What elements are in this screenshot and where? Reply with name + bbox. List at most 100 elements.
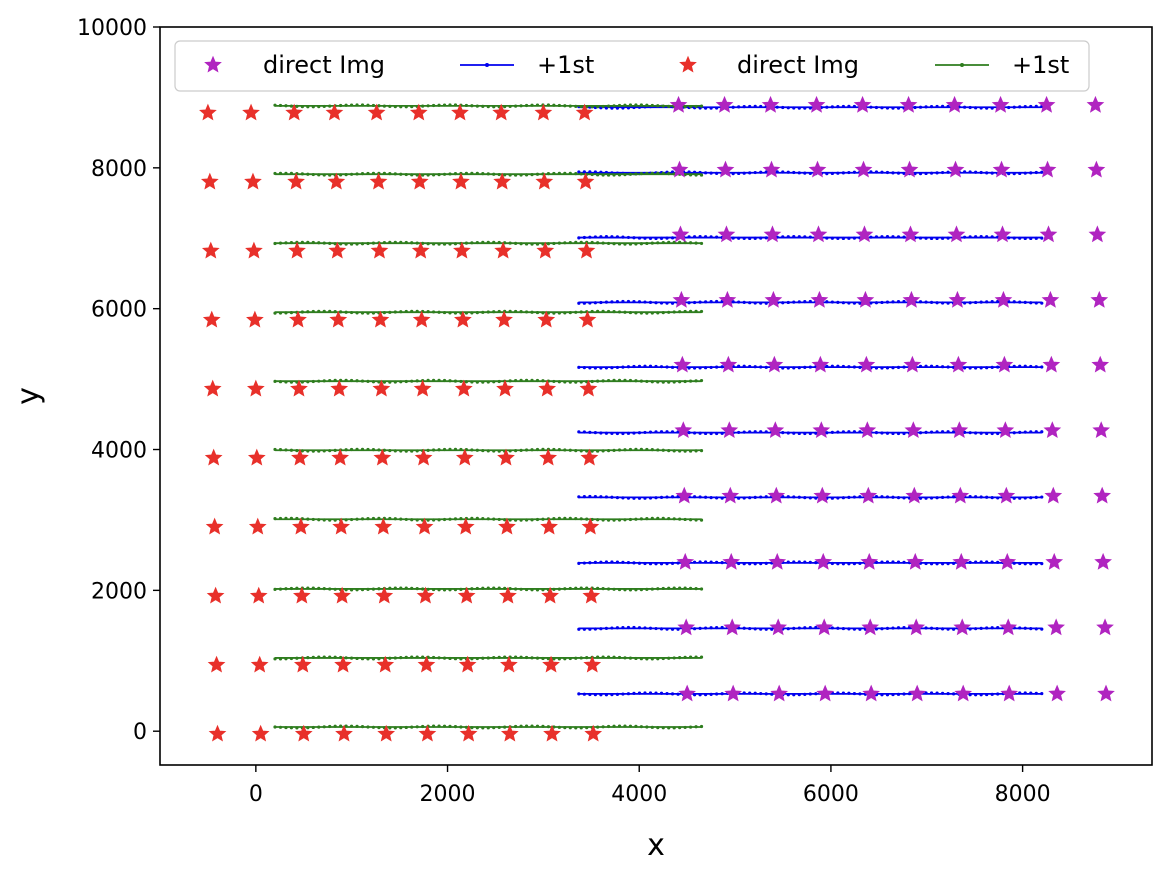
- first-order-point: [753, 236, 757, 240]
- first-order-point: [273, 657, 277, 661]
- direct-img-star-red: [332, 517, 351, 535]
- first-order-point: [830, 364, 834, 368]
- first-order-point: [759, 562, 763, 566]
- first-order-point: [317, 518, 321, 522]
- first-order-point: [514, 724, 518, 729]
- first-order-point: [626, 625, 631, 630]
- direct-img-star-purple: [816, 684, 835, 702]
- first-order-point: [421, 724, 425, 729]
- first-order-point: [508, 449, 512, 453]
- first-order-point: [759, 104, 763, 109]
- first-order-point: [869, 235, 873, 239]
- first-order-point: [759, 627, 763, 631]
- first-order-point: [687, 431, 691, 435]
- first-order-point: [557, 587, 561, 591]
- first-order-point: [847, 627, 851, 631]
- first-order-point: [621, 106, 625, 110]
- first-order-point: [985, 626, 989, 630]
- first-order-point: [880, 627, 884, 631]
- first-order-point: [661, 448, 665, 452]
- first-order-point: [759, 301, 763, 305]
- first-order-point: [797, 171, 801, 175]
- first-order-point: [421, 587, 425, 591]
- first-order-point: [643, 561, 647, 566]
- first-order-point: [803, 692, 807, 696]
- first-order-point: [371, 448, 376, 452]
- first-order-point: [349, 447, 354, 452]
- first-order-trace-green-7: [273, 240, 704, 246]
- first-order-point: [781, 431, 785, 435]
- first-order-trace-blue-1: [577, 625, 1044, 631]
- first-order-point: [694, 104, 698, 109]
- first-order-point: [748, 301, 752, 305]
- first-order-point: [273, 171, 277, 176]
- first-order-point: [519, 242, 523, 246]
- first-order-point: [634, 311, 638, 315]
- first-order-point: [289, 104, 294, 108]
- first-order-point: [388, 240, 392, 244]
- first-order-point: [1023, 364, 1027, 368]
- first-order-point: [808, 692, 812, 696]
- first-order-point: [656, 587, 660, 591]
- first-order-point: [464, 448, 468, 452]
- legend-star-marker: [204, 55, 222, 73]
- first-order-point: [508, 309, 512, 313]
- first-order-point: [753, 495, 757, 499]
- first-order-point: [869, 301, 873, 305]
- first-order-point: [552, 587, 556, 592]
- first-order-point: [670, 301, 675, 305]
- first-order-point: [918, 431, 923, 435]
- first-order-point: [601, 587, 605, 591]
- first-order-point: [670, 430, 675, 434]
- direct-img-star-red: [451, 103, 469, 121]
- first-order-point: [574, 240, 578, 244]
- first-order-point: [278, 516, 283, 521]
- first-order-point: [617, 173, 622, 177]
- direct-img-star-red: [335, 724, 353, 742]
- first-order-point: [541, 517, 545, 521]
- first-order-point: [924, 300, 928, 304]
- first-order-point: [874, 170, 879, 174]
- first-order-point: [885, 170, 890, 175]
- first-order-point: [880, 693, 884, 697]
- first-order-point: [891, 366, 895, 370]
- first-order-point: [300, 449, 304, 453]
- first-order-point: [610, 626, 614, 630]
- direct-img-star-red: [208, 724, 227, 742]
- first-order-point: [606, 309, 611, 314]
- first-order-point: [404, 309, 408, 314]
- first-order-point: [1012, 496, 1016, 500]
- first-order-point: [355, 588, 359, 592]
- first-order-trace-blue-3: [577, 494, 1044, 500]
- first-order-point: [808, 235, 812, 239]
- first-order-point: [830, 430, 834, 435]
- first-order-point: [371, 516, 376, 521]
- direct-img-star-purple: [950, 421, 969, 439]
- first-order-point: [1040, 691, 1044, 696]
- first-order-point: [996, 692, 1000, 696]
- first-order-point: [289, 311, 294, 315]
- first-order-point: [698, 366, 702, 370]
- first-order-point: [803, 626, 807, 630]
- first-order-point: [670, 561, 675, 565]
- direct-img-star-purple: [991, 95, 1010, 113]
- direct-img-star-red: [244, 172, 262, 190]
- first-order-point: [530, 103, 534, 107]
- first-order-trace-green-4: [273, 447, 704, 453]
- first-order-point: [924, 364, 928, 368]
- first-order-point: [628, 103, 633, 107]
- first-order-point: [626, 365, 631, 369]
- first-order-point: [659, 301, 664, 305]
- first-order-point: [344, 724, 348, 728]
- first-order-point: [683, 725, 687, 730]
- first-order-point: [360, 172, 365, 176]
- first-order-point: [519, 310, 523, 314]
- first-order-point: [737, 430, 741, 435]
- first-order-point: [645, 379, 649, 384]
- first-order-point: [781, 235, 785, 239]
- first-order-point: [333, 378, 337, 382]
- first-order-point: [621, 625, 625, 630]
- first-order-point: [737, 236, 741, 240]
- first-order-point: [273, 103, 277, 107]
- direct-img-star-red: [242, 103, 260, 121]
